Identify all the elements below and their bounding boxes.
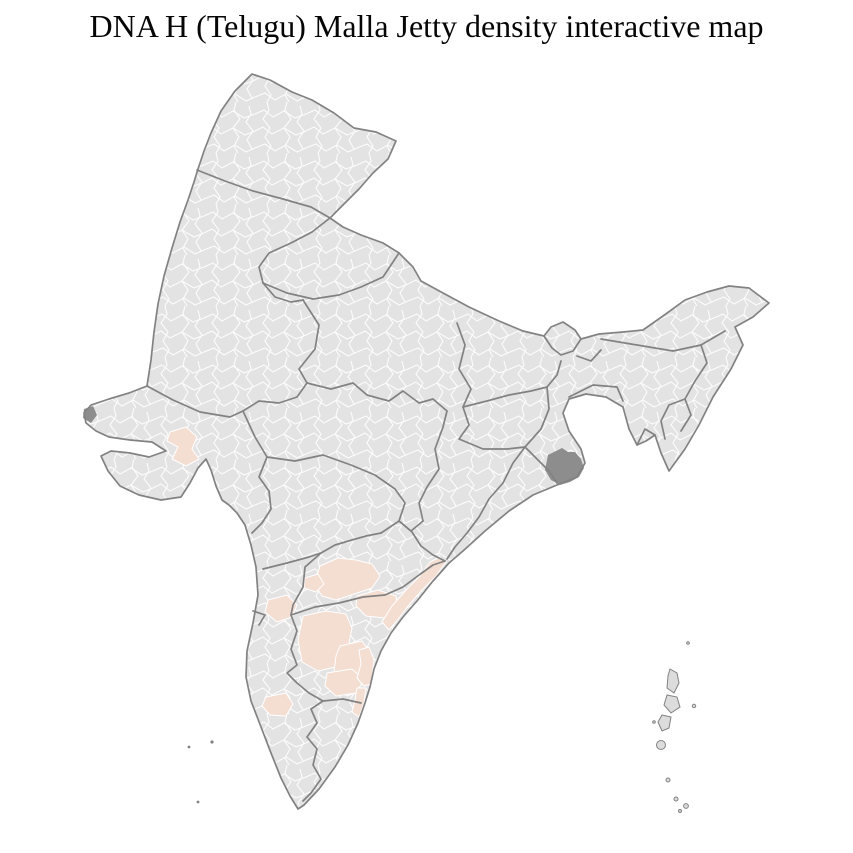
state-border [636, 428, 656, 446]
state-border [660, 398, 686, 440]
state-border [568, 384, 624, 402]
island[interactable] [657, 714, 672, 732]
dark-areas [83, 406, 584, 485]
state-border [286, 614, 324, 702]
state-border [418, 426, 444, 522]
state-border [524, 446, 558, 484]
sundarbans-delta-area [545, 448, 584, 485]
state-border [524, 386, 550, 448]
state-border [543, 335, 582, 356]
state-border [306, 382, 448, 428]
highlighted-district-nellore-coast[interactable] [356, 646, 375, 687]
state-border [456, 322, 472, 408]
island[interactable] [666, 668, 680, 694]
island[interactable] [663, 694, 681, 714]
state-borders [146, 169, 726, 802]
state-border [290, 552, 322, 616]
state-border [680, 344, 708, 432]
island[interactable] [187, 745, 191, 749]
highlighted-district-mysore[interactable] [261, 692, 294, 717]
highlighted-district-gujarat[interactable] [166, 426, 200, 467]
highlighted-district-telangana-west[interactable] [303, 573, 325, 593]
state-border [446, 446, 526, 560]
state-border [196, 169, 331, 219]
state-border [146, 385, 244, 418]
highlighted-districts[interactable] [166, 426, 447, 718]
state-border [576, 349, 602, 362]
andaman-nicobar-islands[interactable] [652, 641, 697, 813]
state-border [546, 360, 562, 388]
island[interactable] [673, 796, 679, 802]
state-border [262, 532, 382, 570]
highlighted-district-coastal-andhra-strip[interactable] [381, 557, 447, 631]
state-border [458, 406, 526, 450]
island[interactable] [678, 809, 682, 813]
island[interactable] [683, 803, 689, 809]
state-border [462, 386, 548, 408]
page-title: DNA H (Telugu) Malla Jetty density inter… [89, 8, 764, 44]
lakshadweep-islands[interactable] [187, 740, 214, 804]
state-border [600, 330, 726, 352]
state-border [262, 252, 400, 300]
island[interactable] [210, 740, 214, 744]
island[interactable] [656, 740, 666, 750]
highlighted-district-telangana-south[interactable] [313, 557, 381, 601]
state-border [290, 560, 446, 616]
state-border [258, 217, 331, 284]
state-border [262, 282, 304, 303]
state-border [322, 698, 362, 704]
state-border [242, 410, 272, 534]
state-border [302, 700, 324, 802]
state-border [398, 520, 446, 562]
state-border [266, 454, 406, 534]
island[interactable] [665, 777, 671, 783]
island[interactable] [652, 720, 656, 724]
island[interactable] [686, 641, 690, 645]
island[interactable] [196, 800, 200, 804]
state-border [252, 610, 266, 626]
island[interactable] [691, 703, 697, 709]
